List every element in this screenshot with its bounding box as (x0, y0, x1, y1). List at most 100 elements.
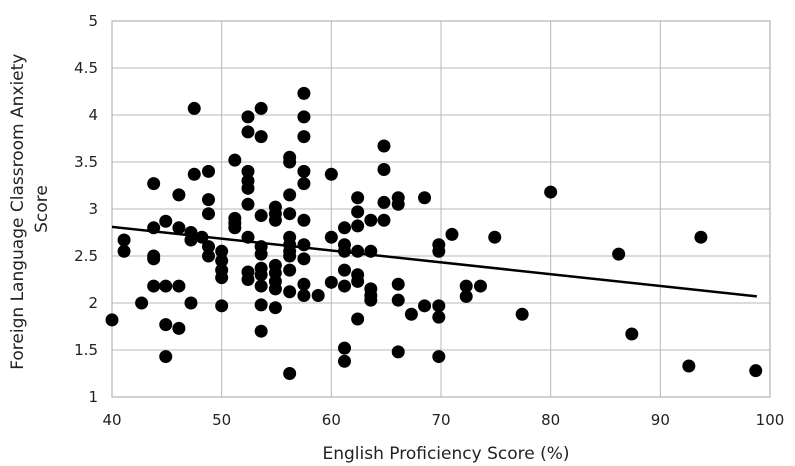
data-point (377, 213, 391, 227)
y-tick-label-4: 3 (88, 200, 98, 218)
data-point (297, 177, 311, 191)
data-point (172, 279, 186, 293)
x-tick-label-1: 50 (212, 411, 231, 429)
data-point (254, 324, 268, 338)
data-point (377, 163, 391, 177)
data-point (159, 350, 173, 364)
y-tick-label-7: 4.5 (74, 59, 98, 77)
data-point (241, 164, 255, 178)
data-point (202, 164, 216, 178)
data-point (515, 307, 529, 321)
data-point (215, 299, 229, 313)
data-point (117, 233, 131, 247)
data-point (283, 285, 297, 299)
data-point (283, 188, 297, 202)
data-point (351, 274, 365, 288)
data-point (351, 205, 365, 219)
data-point (228, 221, 242, 235)
data-point (473, 279, 487, 293)
data-point (202, 207, 216, 221)
data-point (297, 277, 311, 291)
data-points (105, 86, 763, 380)
data-point (364, 293, 378, 307)
data-point (351, 312, 365, 326)
data-point (377, 195, 391, 209)
x-tick-label-5: 90 (651, 411, 670, 429)
data-point (241, 110, 255, 124)
data-point (268, 301, 282, 315)
data-point (391, 197, 405, 211)
x-tick-label-4: 80 (541, 411, 560, 429)
data-point (254, 279, 268, 293)
data-point (324, 275, 338, 289)
y-tick-label-2: 2 (88, 294, 98, 312)
data-point (283, 263, 297, 277)
data-point (459, 289, 473, 303)
data-point (432, 244, 446, 258)
data-point (172, 221, 186, 235)
data-point (147, 279, 161, 293)
data-point (159, 318, 173, 332)
data-point (297, 213, 311, 227)
data-point (283, 249, 297, 263)
data-point (337, 279, 351, 293)
data-point (297, 86, 311, 100)
data-point (159, 279, 173, 293)
data-point (351, 191, 365, 205)
data-point (337, 341, 351, 355)
y-axis-ticks: 1 1.5 2 2.5 3 3.5 4 4.5 5 (74, 12, 98, 406)
data-point (172, 321, 186, 335)
data-point (283, 155, 297, 169)
data-point (377, 139, 391, 153)
data-point (351, 219, 365, 233)
data-point (418, 191, 432, 205)
data-point (459, 279, 473, 293)
data-point (297, 164, 311, 178)
data-point (254, 268, 268, 282)
data-point (297, 130, 311, 144)
data-point (105, 313, 119, 327)
data-point (215, 254, 229, 268)
y-tick-label-0: 1 (88, 388, 98, 406)
data-point (283, 207, 297, 221)
y-tick-label-8: 5 (88, 12, 98, 30)
data-point (254, 101, 268, 115)
y-tick-label-3: 2.5 (74, 247, 98, 265)
data-point (254, 209, 268, 223)
data-point (404, 307, 418, 321)
data-point (694, 230, 708, 244)
y-axis-title-line-1: Foreign Language Classroom Anxiety (8, 54, 28, 370)
y-tick-label-5: 3.5 (74, 153, 98, 171)
data-point (159, 214, 173, 228)
data-point (202, 240, 216, 254)
trendline (111, 225, 757, 298)
data-point (187, 101, 201, 115)
data-point (241, 125, 255, 139)
data-point (135, 296, 149, 310)
data-point (391, 277, 405, 291)
data-point (187, 167, 201, 181)
data-point (488, 230, 502, 244)
x-axis-ticks: 40 50 60 70 80 90 100 (102, 411, 784, 429)
data-point (297, 110, 311, 124)
data-point (241, 197, 255, 211)
x-tick-label-0: 40 (102, 411, 121, 429)
y-axis-title: Foreign Language Classroom Anxiety Score (8, 48, 52, 370)
data-point (254, 298, 268, 312)
data-point (241, 273, 255, 286)
data-point (351, 244, 365, 258)
plot-area-border (111, 20, 771, 398)
data-point (228, 153, 242, 167)
data-point (283, 367, 297, 380)
data-point (544, 185, 558, 199)
data-point (324, 230, 338, 244)
data-point (749, 364, 763, 378)
data-point (418, 299, 432, 313)
y-tick-label-6: 4 (88, 106, 98, 124)
data-point (682, 359, 696, 373)
data-point (117, 244, 131, 258)
data-point (184, 296, 198, 310)
x-tick-label-2: 60 (322, 411, 341, 429)
data-point (268, 282, 282, 296)
